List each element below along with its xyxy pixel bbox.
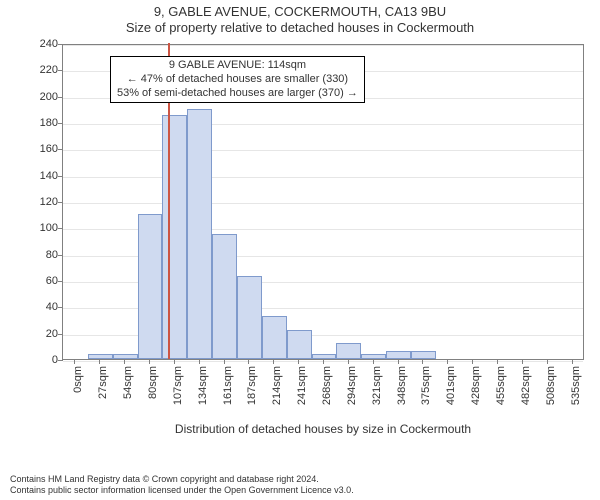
x-tick-label: 535sqm xyxy=(570,366,582,405)
x-tick-label: 482sqm xyxy=(520,366,532,405)
x-tick-mark xyxy=(99,359,100,364)
annotation-line3: 53% of semi-detached houses are larger (… xyxy=(117,87,358,101)
x-tick-mark xyxy=(373,359,374,364)
gridline xyxy=(63,45,583,46)
footer-line2: Contains public sector information licen… xyxy=(10,485,354,496)
histogram-bar xyxy=(361,354,386,359)
x-tick-mark xyxy=(273,359,274,364)
y-tick-label: 100 xyxy=(40,222,58,234)
y-tick-mark xyxy=(58,123,63,124)
histogram-bar xyxy=(411,351,436,359)
y-tick-label: 220 xyxy=(40,64,58,76)
x-tick-label: 508sqm xyxy=(545,366,557,405)
x-tick-label: 268sqm xyxy=(321,366,333,405)
y-tick-label: 60 xyxy=(46,275,58,287)
x-tick-label: 0sqm xyxy=(72,366,84,393)
x-tick-mark xyxy=(572,359,573,364)
x-tick-label: 214sqm xyxy=(271,366,283,405)
histogram-bar xyxy=(237,276,262,359)
x-tick-mark xyxy=(547,359,548,364)
x-tick-mark xyxy=(522,359,523,364)
x-tick-mark xyxy=(497,359,498,364)
y-tick-mark xyxy=(58,149,63,150)
y-tick-mark xyxy=(58,44,63,45)
x-tick-label: 80sqm xyxy=(147,366,159,399)
x-tick-mark xyxy=(224,359,225,364)
histogram-bar xyxy=(336,343,361,359)
y-tick-mark xyxy=(58,176,63,177)
x-tick-label: 187sqm xyxy=(246,366,258,405)
y-tick-label: 240 xyxy=(40,38,58,50)
chart-title: 9, GABLE AVENUE, COCKERMOUTH, CA13 9BU S… xyxy=(0,0,600,37)
plot-area: 9 GABLE AVENUE: 114sqm ← 47% of detached… xyxy=(62,44,584,360)
x-tick-label: 428sqm xyxy=(470,366,482,405)
x-tick-mark xyxy=(149,359,150,364)
x-axis-ticks: 0sqm 27sqm 54sqm 80sqm 107sqm 134sqm 161sqm 187… xyxy=(62,360,584,420)
y-tick-label: 140 xyxy=(40,170,58,182)
y-tick-mark xyxy=(58,228,63,229)
y-tick-mark xyxy=(58,70,63,71)
y-axis-ticks: 020406080100120140160180200220240 xyxy=(0,44,62,360)
y-tick-label: 120 xyxy=(40,196,58,208)
x-tick-label: 241sqm xyxy=(296,366,308,405)
x-tick-mark xyxy=(398,359,399,364)
x-tick-label: 134sqm xyxy=(197,366,209,405)
y-tick-mark xyxy=(58,334,63,335)
gridline xyxy=(63,203,583,204)
x-tick-mark xyxy=(348,359,349,364)
x-tick-label: 27sqm xyxy=(97,366,109,399)
x-tick-mark xyxy=(124,359,125,364)
annotation-box: 9 GABLE AVENUE: 114sqm ← 47% of detached… xyxy=(110,56,365,103)
y-tick-label: 160 xyxy=(40,143,58,155)
x-tick-label: 54sqm xyxy=(122,366,134,399)
gridline xyxy=(63,150,583,151)
title-line1: 9, GABLE AVENUE, COCKERMOUTH, CA13 9BU xyxy=(0,4,600,20)
annotation-line2: ← 47% of detached houses are smaller (33… xyxy=(117,73,358,87)
x-tick-mark xyxy=(174,359,175,364)
x-tick-mark xyxy=(472,359,473,364)
histogram-bar xyxy=(287,330,312,359)
footer-attribution: Contains HM Land Registry data © Crown c… xyxy=(10,474,354,497)
y-tick-label: 80 xyxy=(46,249,58,261)
x-tick-label: 294sqm xyxy=(346,366,358,405)
x-tick-mark xyxy=(447,359,448,364)
x-tick-label: 375sqm xyxy=(420,366,432,405)
y-tick-mark xyxy=(58,307,63,308)
histogram-bar xyxy=(138,214,163,359)
histogram-bar xyxy=(212,234,237,359)
annotation-line1: 9 GABLE AVENUE: 114sqm xyxy=(117,59,358,73)
x-axis-label: Distribution of detached houses by size … xyxy=(62,422,584,436)
y-tick-mark xyxy=(58,281,63,282)
footer-line1: Contains HM Land Registry data © Crown c… xyxy=(10,474,354,485)
histogram-bar xyxy=(162,115,187,359)
x-tick-mark xyxy=(298,359,299,364)
title-line2: Size of property relative to detached ho… xyxy=(0,20,600,36)
x-axis-label-wrap: Distribution of detached houses by size … xyxy=(62,418,584,436)
x-tick-mark xyxy=(248,359,249,364)
x-tick-label: 455sqm xyxy=(495,366,507,405)
y-tick-label: 180 xyxy=(40,117,58,129)
y-tick-label: 20 xyxy=(46,328,58,340)
x-tick-mark xyxy=(323,359,324,364)
y-tick-label: 40 xyxy=(46,301,58,313)
gridline xyxy=(63,124,583,125)
histogram-bar xyxy=(262,316,287,359)
histogram-bar xyxy=(187,109,212,359)
y-tick-mark xyxy=(58,202,63,203)
histogram-bar xyxy=(386,351,411,359)
x-tick-label: 161sqm xyxy=(222,366,234,405)
y-tick-mark xyxy=(58,255,63,256)
x-tick-label: 348sqm xyxy=(396,366,408,405)
gridline xyxy=(63,177,583,178)
x-tick-mark xyxy=(422,359,423,364)
x-tick-mark xyxy=(74,359,75,364)
x-tick-label: 107sqm xyxy=(172,366,184,405)
x-tick-label: 401sqm xyxy=(445,366,457,405)
y-tick-mark xyxy=(58,97,63,98)
x-tick-mark xyxy=(199,359,200,364)
x-tick-label: 321sqm xyxy=(371,366,383,405)
y-tick-label: 200 xyxy=(40,91,58,103)
